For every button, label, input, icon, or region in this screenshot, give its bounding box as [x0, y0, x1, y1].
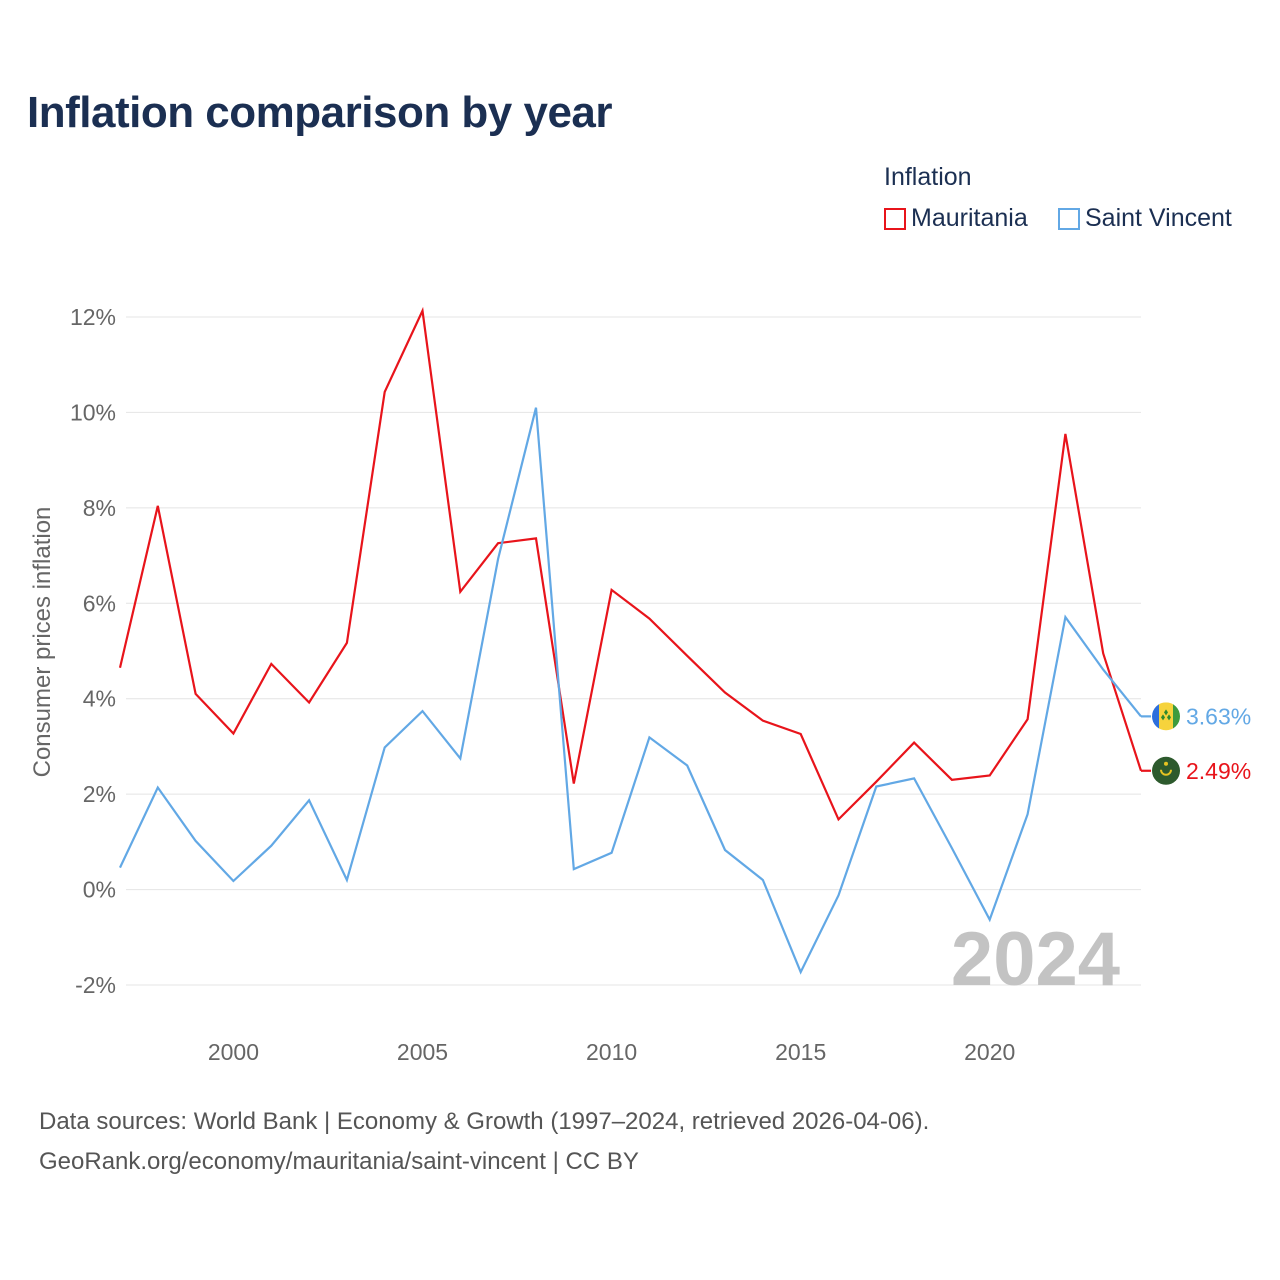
y-tick-label: 2%: [83, 781, 116, 807]
y-tick-label: 0%: [83, 877, 116, 903]
y-tick-label: 8%: [83, 495, 116, 521]
legend-swatch-saint-vincent: [1058, 207, 1080, 230]
y-tick-label: 4%: [83, 686, 116, 712]
series-line-mauritania[interactable]: [118, 306, 1143, 822]
legend-label-saint-vincent: Saint Vincent: [1085, 204, 1232, 232]
year-watermark: 2024: [951, 917, 1120, 1002]
chart-title: Inflation comparison by year: [27, 88, 613, 137]
y-axis-label: Consumer prices inflation: [29, 507, 56, 778]
x-tick-label: 2020: [964, 1039, 1015, 1065]
x-tick-label: 2000: [208, 1039, 259, 1065]
legend-item-saint-vincent[interactable]: Saint Vincent: [1058, 204, 1232, 233]
x-tick-label: 2015: [775, 1039, 826, 1065]
legend-title: Inflation: [884, 163, 972, 191]
footer-link[interactable]: GeoRank.org/economy/mauritania/saint-vin…: [39, 1148, 639, 1175]
footer-source: Data sources: World Bank | Economy & Gro…: [39, 1108, 930, 1135]
y-tick-label: 12%: [70, 304, 116, 330]
legend-item-mauritania[interactable]: Mauritania: [884, 204, 1028, 233]
flag-icon-mauritania: [1152, 756, 1180, 785]
legend-swatch-mauritania: [884, 207, 906, 230]
y-tick-label: 10%: [70, 399, 116, 425]
y-tick-label: 6%: [83, 590, 116, 616]
end-value-label-mauritania: 2.49%: [1186, 758, 1251, 784]
x-tick-label: 2010: [586, 1039, 637, 1065]
series-line-saint-vincent[interactable]: [119, 407, 1142, 975]
legend-label-mauritania: Mauritania: [911, 204, 1028, 232]
x-tick-label: 2005: [397, 1039, 448, 1065]
y-tick-label: -2%: [75, 972, 116, 998]
end-value-label-saint-vincent: 3.63%: [1186, 703, 1251, 729]
flag-icon-saint-vincent: [1152, 702, 1180, 731]
